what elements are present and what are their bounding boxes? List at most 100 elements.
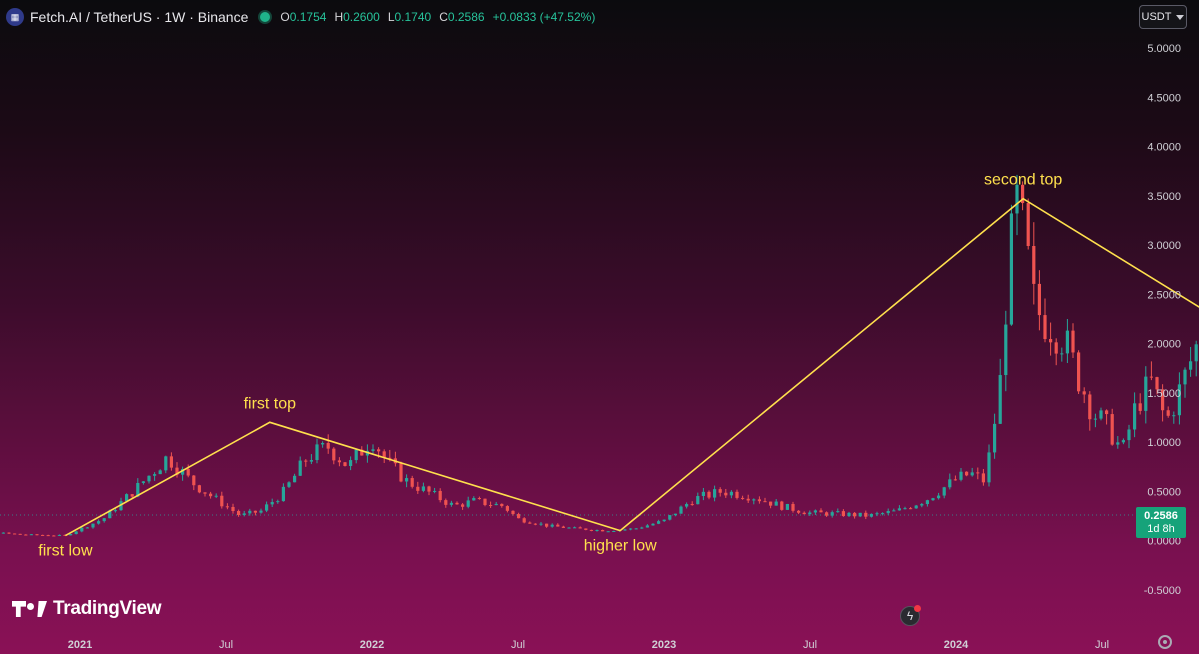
- candle-body: [147, 475, 151, 482]
- high-value: 0.2600: [343, 10, 380, 24]
- candle-body: [1, 532, 5, 534]
- candle-body: [1155, 377, 1159, 390]
- candle-body: [41, 534, 45, 536]
- candle-body: [1037, 283, 1041, 316]
- candle-body: [785, 503, 789, 510]
- candle-body: [1121, 440, 1125, 443]
- candle-body: [612, 530, 616, 532]
- x-tick-label: 2021: [68, 639, 92, 651]
- candle-body: [651, 523, 655, 526]
- candle-body: [769, 501, 773, 506]
- candle-body: [377, 449, 381, 452]
- notification-dot: [914, 605, 921, 612]
- candle-body: [265, 504, 269, 511]
- candle-body: [869, 513, 873, 517]
- y-tick-label: 1.5000: [1147, 388, 1181, 400]
- candle-body: [405, 478, 409, 482]
- candle-body: [1049, 338, 1053, 343]
- low-label: L: [387, 10, 395, 24]
- fetch-ai-logo-icon[interactable]: ▦: [6, 8, 24, 26]
- candle-body: [113, 510, 117, 512]
- candle-body: [153, 474, 157, 476]
- settings-gear-icon[interactable]: [1158, 635, 1172, 649]
- tradingview-logo[interactable]: TradingView: [12, 598, 162, 620]
- candle-body: [1009, 213, 1013, 325]
- candle-body: [186, 469, 190, 476]
- candle-body: [595, 529, 599, 531]
- candle-body: [752, 499, 756, 501]
- candle-body: [1133, 403, 1137, 430]
- candle-body: [46, 535, 50, 537]
- candle-body: [791, 503, 795, 511]
- candle-body: [763, 501, 767, 503]
- candle-body: [52, 535, 56, 537]
- candle-body: [589, 529, 593, 531]
- candle-body: [136, 482, 140, 497]
- candle-body: [197, 485, 201, 493]
- candle-body: [332, 448, 336, 461]
- candle-body: [1149, 376, 1153, 378]
- candle-body: [1004, 324, 1008, 376]
- candle-body: [813, 510, 817, 513]
- candle-body: [63, 534, 67, 536]
- candle-body: [293, 475, 297, 483]
- annotation-label: first low: [38, 543, 93, 560]
- open-label: O: [280, 10, 290, 24]
- candle-body: [220, 495, 224, 507]
- candle-body: [718, 489, 722, 493]
- candle-body: [399, 463, 403, 482]
- x-tick-label: Jul: [219, 639, 233, 651]
- candle-body: [1021, 184, 1025, 204]
- currency-unit-button[interactable]: USDT: [1139, 5, 1187, 29]
- candle-body: [948, 479, 952, 488]
- candle-body: [253, 510, 257, 513]
- candle-body: [567, 527, 571, 529]
- currency-unit-label: USDT: [1141, 11, 1172, 23]
- y-tick-label: 2.0000: [1147, 339, 1181, 351]
- candle-body: [808, 512, 812, 515]
- candle-body: [349, 460, 353, 467]
- candle-body: [623, 529, 627, 531]
- candle-body: [1105, 410, 1109, 415]
- candle-body: [561, 526, 565, 528]
- chart-header: ▦ Fetch.AI / TetherUS · 1W · Binance O 0.…: [6, 7, 595, 27]
- candle-body: [797, 510, 801, 513]
- candle-body: [321, 443, 325, 445]
- pattern-trendline: [65, 33, 1199, 537]
- x-tick-label: Jul: [1095, 639, 1109, 651]
- candle-body: [741, 497, 745, 499]
- flash-icon[interactable]: ϟ: [900, 605, 921, 626]
- trendline-path[interactable]: [65, 33, 1199, 537]
- candle-body: [780, 501, 784, 510]
- candle-body: [897, 508, 901, 511]
- candle-body: [914, 505, 918, 509]
- candle-body: [388, 457, 392, 459]
- y-axis: 5.0000 4.5000 4.0000 3.5000 3.0000 2.5000 2.00…: [1144, 43, 1181, 597]
- candle-body: [685, 504, 689, 507]
- symbol-title[interactable]: Fetch.AI / TetherUS · 1W · Binance: [30, 9, 249, 25]
- candle-body: [1015, 184, 1019, 214]
- candle-body: [953, 479, 957, 481]
- y-tick-label: 0.0000: [1147, 536, 1181, 548]
- chevron-down-icon: [1176, 14, 1185, 20]
- candle-body: [993, 423, 997, 453]
- candle-body: [662, 519, 666, 522]
- candle-body: [841, 511, 845, 517]
- candle-body: [125, 494, 129, 502]
- candle-body: [836, 511, 840, 513]
- candle-body: [584, 528, 588, 530]
- candle-body: [690, 504, 694, 506]
- candle-body: [326, 443, 330, 449]
- candle-body: [1099, 410, 1103, 419]
- candle-body: [276, 501, 280, 503]
- candle-body: [483, 498, 487, 506]
- candle-body: [573, 527, 577, 529]
- candle-body: [169, 456, 173, 468]
- candle-body: [522, 518, 526, 523]
- candle-body: [1138, 403, 1142, 411]
- candle-body: [556, 524, 560, 527]
- candle-body: [774, 501, 778, 506]
- candle-body: [158, 470, 162, 475]
